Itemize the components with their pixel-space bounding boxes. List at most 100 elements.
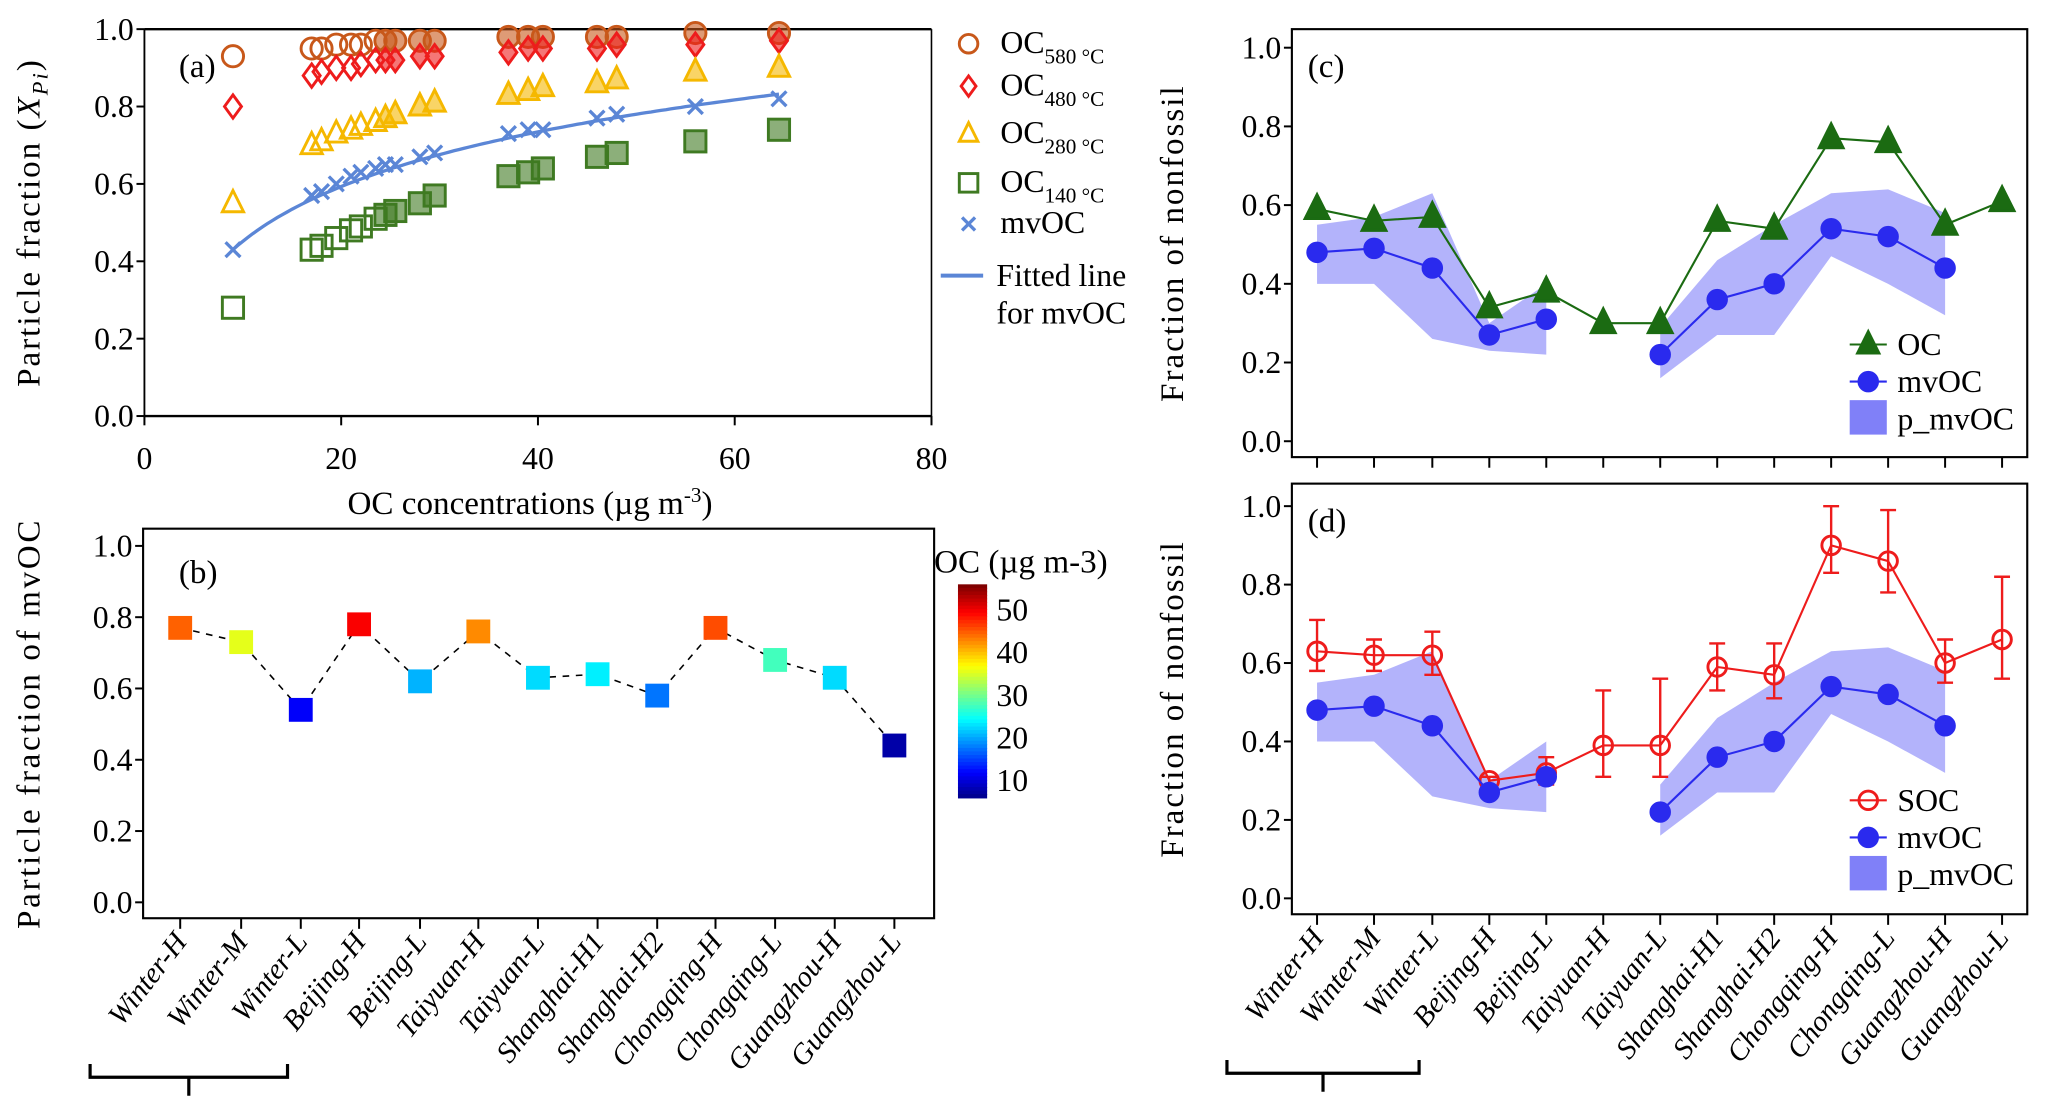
legend-marker — [957, 172, 980, 194]
data-point — [529, 71, 556, 98]
y-axis-label: Fraction of nonfossil — [1154, 540, 1191, 858]
data-point — [532, 34, 554, 63]
colorbar-segment — [957, 751, 988, 756]
legend-label: for mvOC — [996, 295, 1126, 330]
x-tick-label: 60 — [719, 441, 751, 476]
legend-label: OC140 °C — [1000, 164, 1104, 208]
data-point — [1706, 746, 1728, 768]
colorbar-segment — [957, 769, 988, 774]
group-brace — [88, 1063, 290, 1096]
legend-label: mvOC — [1000, 205, 1085, 240]
data-point — [1306, 640, 1328, 662]
group-label: Xi’an — [1272, 1110, 1348, 1113]
x-tick-label: 20 — [325, 441, 357, 476]
panel-a: 0.0 0.2 0.4 0.6 0.8 1.0 Particle fraction (XPi… — [11, 12, 1126, 522]
data-point — [1877, 225, 1899, 248]
data-point — [348, 32, 373, 57]
error-bar — [1937, 638, 1954, 684]
data-point — [324, 226, 349, 251]
data-point — [348, 214, 373, 239]
panel-c: 0.0 0.2 0.4 0.6 0.8 1.0 Fraction of nonfossil (… — [1154, 28, 2029, 468]
colorbar-segment — [957, 623, 988, 628]
error-bar — [1652, 677, 1669, 778]
colorbar-segment — [957, 634, 988, 639]
data-point — [1759, 211, 1789, 240]
data-point — [645, 683, 670, 708]
data-point — [1359, 203, 1389, 232]
data-point — [1535, 308, 1558, 330]
y-tick-label: 1.0 — [94, 12, 134, 47]
y-tick-label: 0.2 — [94, 321, 134, 356]
colorbar-segment — [957, 715, 988, 721]
data-point — [338, 113, 364, 140]
colorbar-segment — [957, 687, 988, 692]
error-bar — [1309, 618, 1325, 673]
x-tick-label: 80 — [916, 441, 948, 476]
data-point — [301, 61, 322, 90]
colorbar-segment — [957, 765, 988, 771]
colorbar: 10 20 30 40 50 — [957, 584, 1028, 799]
data-point — [325, 53, 347, 82]
y-tick-label: 0.4 — [94, 244, 134, 279]
colorbar-segment — [957, 676, 988, 682]
data-point — [519, 121, 537, 139]
data-point — [220, 295, 246, 320]
data-point — [1930, 207, 1960, 236]
data-point — [229, 630, 254, 655]
data-point — [466, 619, 491, 644]
data-point — [309, 233, 334, 258]
data-point — [1987, 183, 2017, 213]
data-point — [517, 34, 539, 63]
data-point — [1763, 664, 1785, 686]
data-point — [822, 665, 847, 690]
data-point — [288, 697, 313, 722]
colorbar-segment — [957, 680, 988, 685]
panel-label: (b) — [179, 554, 218, 591]
data-point — [1763, 273, 1785, 295]
error-bar — [1766, 642, 1783, 700]
data-point — [409, 42, 431, 71]
legend-marker — [1857, 370, 1879, 393]
colorbar-segment — [957, 644, 988, 650]
data-point — [588, 109, 606, 127]
data-point — [385, 45, 406, 75]
data-point — [382, 98, 409, 125]
data-point — [340, 53, 362, 82]
legend-label: OC280 °C — [1000, 115, 1104, 159]
legend-band-swatch — [1849, 855, 1887, 891]
colorbar-segment — [957, 626, 988, 632]
panel-b: OC (µg m-3) 0.0 0.2 0.4 0.6 0.8 1.0 Particle f… — [11, 518, 1108, 1096]
colorbar-segment — [957, 762, 988, 767]
colorbar-segment — [957, 740, 988, 746]
data-point — [1820, 217, 1842, 240]
y-tick-label: 0.8 — [1242, 109, 1282, 144]
data-point — [386, 155, 404, 174]
colorbar-segment — [957, 673, 988, 678]
legend-label: mvOC — [1897, 364, 1982, 399]
y-tick-label: 0.6 — [1242, 646, 1282, 681]
colorbar-segment — [957, 790, 988, 795]
data-point — [1706, 288, 1728, 311]
colorbar-segment — [957, 708, 988, 714]
data-point — [347, 109, 374, 136]
data-point — [1645, 305, 1675, 335]
y-tick-label: 0.4 — [1242, 266, 1282, 301]
y-axis-label: Particle fraction (XPi) — [11, 58, 53, 387]
y-tick-label: 0.8 — [93, 600, 133, 635]
legend-marker — [1857, 826, 1879, 849]
series-mvOC — [1306, 675, 1956, 823]
y-tick-label: 0.6 — [1242, 188, 1282, 223]
colorbar-segment — [957, 698, 988, 703]
series-SOC — [1306, 504, 2013, 792]
legend-label: p_mvOC — [1897, 857, 2014, 892]
data-point — [584, 144, 610, 169]
y-tick-label: 0.2 — [1242, 803, 1282, 838]
data-point — [1363, 644, 1385, 666]
colorbar-segment — [957, 594, 988, 600]
data-point — [408, 669, 432, 694]
y-axis-label-close: ) — [11, 58, 48, 71]
legend-label: p_mvOC — [1897, 401, 2014, 436]
data-point — [1820, 534, 1842, 557]
colorbar-segment — [957, 779, 988, 785]
